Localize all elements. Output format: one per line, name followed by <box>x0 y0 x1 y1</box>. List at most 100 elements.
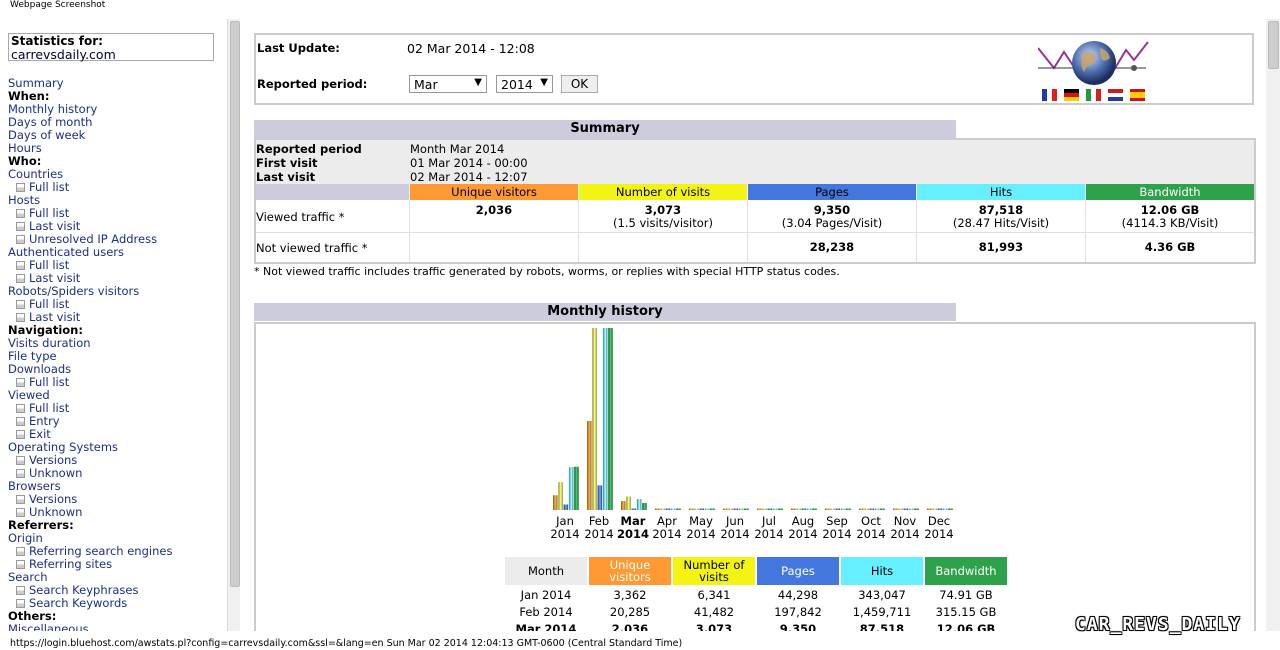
bar-pages-feb-2014 <box>597 485 603 510</box>
monthly-history-header: Monthly history <box>254 303 956 321</box>
ok-button[interactable]: OK <box>561 75 598 93</box>
menu-item-label: Unknown <box>29 505 83 519</box>
bar-unique-visitors-jul-2014 <box>757 508 762 510</box>
flag-es-icon[interactable] <box>1130 89 1145 101</box>
viewed-bandwidth-value: 12.06 GB <box>1140 203 1200 217</box>
viewed-number-of-visits-ratio: (1.5 visits/visitor) <box>613 216 713 230</box>
bar-visits-oct-2014 <box>864 508 869 510</box>
menu-item-downloads[interactable]: Downloads <box>8 363 172 376</box>
month-year: 2014 <box>754 527 784 541</box>
menu-item-unresolved-ip-address[interactable]: Unresolved IP Address <box>8 233 172 246</box>
month-label: Aug 2014 <box>786 515 820 541</box>
menu-item-label: Hours <box>8 141 42 155</box>
menu-item-exit[interactable]: Exit <box>8 428 172 441</box>
history-cell-unique-visitors: 2,036 <box>611 622 649 631</box>
menu-item-countries[interactable]: Countries <box>8 168 172 181</box>
month-label: Feb 2014 <box>582 515 616 541</box>
menu-heading-who: Who: <box>8 155 172 168</box>
menu-item-file-type[interactable]: File type <box>8 350 172 363</box>
menu-item-unknown[interactable]: Unknown <box>8 506 172 519</box>
bar-hits-sep-2014 <box>840 508 846 510</box>
menu-item-referring-search-engines[interactable]: Referring search engines <box>8 545 172 558</box>
year-select[interactable]: 2014 ▼ <box>496 75 553 93</box>
flag-nl-icon[interactable] <box>1108 89 1123 101</box>
menu-item-last-visit[interactable]: Last visit <box>8 220 172 233</box>
menu-item-label: Versions <box>29 492 78 506</box>
menu-item-miscellaneous[interactable]: Miscellaneous <box>8 623 172 632</box>
month-label: Nov 2014 <box>888 515 922 541</box>
menu-item-versions[interactable]: Versions <box>8 454 172 467</box>
flag-it-icon[interactable] <box>1086 89 1101 101</box>
menu-item-label: Full list <box>29 180 70 194</box>
menu-item-label: Navigation: <box>8 323 83 337</box>
right-scrollbar-thumb[interactable] <box>1268 21 1279 69</box>
left-scrollbar[interactable] <box>227 19 240 631</box>
month-label: Dec 2014 <box>922 515 956 541</box>
bar-visits-may-2014 <box>694 508 699 510</box>
month-year: 2014 <box>720 527 750 541</box>
bar-unique-visitors-apr-2014 <box>655 508 660 510</box>
menu-item-versions[interactable]: Versions <box>8 493 172 506</box>
month-name: Aug <box>791 514 815 528</box>
menu-item-search[interactable]: Search <box>8 571 172 584</box>
month-label: Oct 2014 <box>854 515 888 541</box>
right-scrollbar[interactable] <box>1266 19 1280 631</box>
menu-item-full-list[interactable]: Full list <box>8 207 172 220</box>
menu-item-viewed[interactable]: Viewed <box>8 389 172 402</box>
menu-item-origin[interactable]: Origin <box>8 532 172 545</box>
bar-visits-nov-2014 <box>898 508 903 510</box>
menu-item-full-list[interactable]: Full list <box>8 181 172 194</box>
month-label: Sep 2014 <box>820 515 854 541</box>
menu-item-full-list[interactable]: Full list <box>8 259 172 272</box>
menu-heading-referrers: Referrers: <box>8 519 172 532</box>
submenu-icon <box>16 183 25 192</box>
menu-item-full-list[interactable]: Full list <box>8 376 172 389</box>
watermark-logo: CAR_REVS_DAILY <box>1075 614 1241 635</box>
menu-item-label: Countries <box>8 167 64 181</box>
viewed-traffic-label: Viewed traffic * <box>256 210 345 224</box>
menu-item-unknown[interactable]: Unknown <box>8 467 172 480</box>
flag-de-icon[interactable] <box>1064 89 1079 101</box>
menu-item-last-visit[interactable]: Last visit <box>8 311 172 324</box>
reported-period-row-value: Month Mar 2014 <box>410 142 505 156</box>
menu-item-hours[interactable]: Hours <box>8 142 172 155</box>
bar-pages-sep-2014 <box>835 508 841 510</box>
last-visit-label: Last visit <box>256 170 316 184</box>
bar-pages-aug-2014 <box>801 508 807 510</box>
bar-pages-oct-2014 <box>869 508 875 510</box>
left-scrollbar-thumb[interactable] <box>230 21 240 587</box>
month-select[interactable]: Mar ▼ <box>409 75 487 93</box>
menu-item-summary[interactable]: Summary <box>8 77 172 90</box>
menu-item-days-of-month[interactable]: Days of month <box>8 116 172 129</box>
menu-item-operating-systems[interactable]: Operating Systems <box>8 441 172 454</box>
menu-item-hosts[interactable]: Hosts <box>8 194 172 207</box>
menu-item-last-visit[interactable]: Last visit <box>8 272 172 285</box>
bar-unique-visitors-sep-2014 <box>825 508 830 510</box>
history-cell-month: Jan 2014 <box>520 588 572 602</box>
month-label: Apr 2014 <box>650 515 684 541</box>
month-year: 2014 <box>890 527 920 541</box>
menu-item-label: Last visit <box>29 310 81 324</box>
menu-item-visits-duration[interactable]: Visits duration <box>8 337 172 350</box>
menu-item-search-keywords[interactable]: Search Keywords <box>8 597 172 610</box>
main-frame: Last Update: 02 Mar 2014 - 12:08 Reporte… <box>240 19 1265 631</box>
history-cell-bandwidth: 12.06 GB <box>936 622 996 631</box>
menu-item-robots-spiders-visitors[interactable]: Robots/Spiders visitors <box>8 285 172 298</box>
menu-item-search-keyphrases[interactable]: Search Keyphrases <box>8 584 172 597</box>
menu-item-full-list[interactable]: Full list <box>8 298 172 311</box>
flag-fr-icon[interactable] <box>1042 89 1057 101</box>
menu-item-referring-sites[interactable]: Referring sites <box>8 558 172 571</box>
menu-item-days-of-week[interactable]: Days of week <box>8 129 172 142</box>
bar-visits-mar-2014 <box>626 496 631 510</box>
menu-item-authenticated-users[interactable]: Authenticated users <box>8 246 172 259</box>
menu-item-label: Full list <box>29 206 70 220</box>
menu-item-entry[interactable]: Entry <box>8 415 172 428</box>
submenu-icon <box>16 495 25 504</box>
history-cell-bandwidth: 315.15 GB <box>935 605 997 619</box>
bar-pages-apr-2014 <box>665 508 671 510</box>
menu-item-browsers[interactable]: Browsers <box>8 480 172 493</box>
month-name: Feb <box>588 514 610 528</box>
menu-item-monthly-history[interactable]: Monthly history <box>8 103 172 116</box>
bar-unique-visitors-feb-2014 <box>587 421 592 510</box>
menu-item-full-list[interactable]: Full list <box>8 402 172 415</box>
